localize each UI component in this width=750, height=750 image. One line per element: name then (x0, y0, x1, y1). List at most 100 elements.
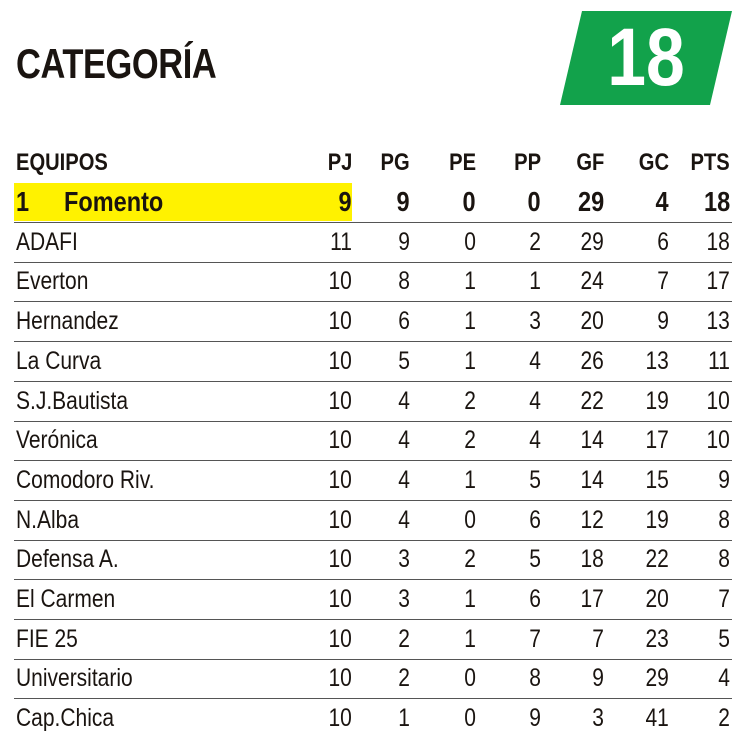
row-divider (14, 261, 732, 263)
cell-gf: 26 (534, 341, 604, 381)
cell-gf: 17 (534, 579, 604, 619)
cell-gc: 22 (599, 539, 669, 579)
cell-gf: 14 (534, 460, 604, 500)
cell-pp-text: 5 (529, 545, 541, 574)
cell-gc: 4 (599, 182, 669, 222)
header-equipos: EQUIPOS (16, 143, 125, 183)
cell-gc: 20 (599, 579, 669, 619)
cell-pts: 4 (660, 658, 730, 698)
team-position: 1 (16, 182, 32, 222)
header-equipos-text: EQUIPOS (16, 149, 108, 176)
cell-pg: 2 (340, 619, 410, 659)
cell-pts-text: 10 (706, 386, 730, 415)
cell-pg: 2 (340, 658, 410, 698)
cell-pe-text: 2 (464, 386, 476, 415)
cell-pj: 10 (282, 619, 352, 659)
cell-pj-text: 9 (338, 186, 352, 217)
table-row: La Curva 10 5 1 4 26 13 11 (14, 341, 732, 381)
cell-pe: 0 (406, 658, 476, 698)
row-divider (14, 301, 732, 303)
cell-pj-text: 10 (328, 505, 352, 534)
cell-pg-text: 6 (398, 307, 410, 336)
header-pe-text: PE (449, 149, 476, 176)
header-pj: PJ (282, 143, 352, 183)
cell-pp-text: 2 (529, 227, 541, 256)
cell-pj: 10 (282, 579, 352, 619)
cell-pp: 1 (471, 261, 541, 301)
cell-gc-text: 29 (645, 664, 669, 693)
cell-gf-text: 29 (577, 186, 604, 217)
cell-gf-text: 7 (592, 624, 604, 653)
cell-pe-text: 1 (464, 267, 476, 296)
cell-gc-text: 23 (645, 624, 669, 653)
cell-pe: 0 (406, 222, 476, 262)
cell-pts-text: 18 (703, 186, 730, 217)
cell-pts: 10 (660, 381, 730, 421)
cell-pg-text: 9 (396, 186, 410, 217)
cell-pj-text: 10 (328, 386, 352, 415)
leader-highlight (14, 183, 352, 221)
cell-pp-text: 4 (529, 386, 541, 415)
team-name: S.J.Bautista (16, 381, 149, 421)
cell-gc-text: 19 (645, 505, 669, 534)
table-row: El Carmen 10 3 1 6 17 20 7 (14, 579, 732, 619)
cell-pp: 4 (471, 341, 541, 381)
cell-pts: 8 (660, 500, 730, 540)
cell-gf: 9 (534, 658, 604, 698)
table-row: Cap.Chica 10 1 0 9 3 41 2 (14, 698, 732, 738)
team-name-text: FIE 25 (16, 624, 78, 653)
cell-gf: 3 (534, 698, 604, 738)
cell-pts: 9 (660, 460, 730, 500)
row-divider (14, 222, 732, 223)
cell-gf: 29 (534, 222, 604, 262)
table-row: 1 Fomento 9 9 0 0 29 4 18 (14, 182, 732, 222)
header-gf: GF (534, 143, 604, 183)
cell-pg: 4 (340, 420, 410, 460)
cell-pj: 10 (282, 261, 352, 301)
cell-gf: 24 (534, 261, 604, 301)
cell-pts: 11 (660, 341, 730, 381)
cell-pe-text: 0 (462, 186, 476, 217)
cell-pe: 2 (406, 420, 476, 460)
team-name: Hernandez (16, 301, 138, 341)
cell-pe: 1 (406, 579, 476, 619)
cell-pj: 10 (282, 539, 352, 579)
team-name: Everton (16, 261, 102, 301)
cell-gf-text: 14 (580, 465, 604, 494)
cell-gc: 13 (599, 341, 669, 381)
cell-pts: 8 (660, 539, 730, 579)
team-name: Comodoro Riv. (16, 460, 181, 500)
cell-pp-text: 6 (529, 585, 541, 613)
cell-pg-text: 5 (398, 346, 410, 375)
cell-pe-text: 1 (464, 624, 476, 653)
cell-pj: 10 (282, 341, 352, 381)
badge-background (560, 11, 732, 105)
cell-gc: 9 (599, 301, 669, 341)
cell-gf-text: 22 (580, 386, 604, 415)
cell-gf: 12 (534, 500, 604, 540)
team-name-text: S.J.Bautista (16, 386, 129, 415)
team-name-text: El Carmen (16, 585, 116, 613)
cell-pp-text: 9 (529, 704, 541, 733)
team-name-text: ADAFI (16, 227, 78, 256)
team-name: Defensa A. (16, 539, 138, 579)
team-name-text: N.Alba (16, 505, 80, 534)
cell-pg: 4 (340, 381, 410, 421)
header-pp-text: PP (514, 149, 541, 176)
team-name-text: Verónica (16, 426, 98, 455)
row-divider (14, 539, 732, 541)
cell-pg: 8 (340, 261, 410, 301)
cell-pj: 10 (282, 301, 352, 341)
cell-pp-text: 4 (529, 346, 541, 375)
category-number: 18 (607, 12, 685, 103)
team-name-text: Everton (16, 267, 89, 296)
cell-pg-text: 3 (398, 545, 410, 574)
header-pj-text: PJ (327, 149, 352, 176)
team-name-text: Hernandez (16, 307, 119, 336)
cell-pp: 5 (471, 539, 541, 579)
cell-pg-text: 2 (398, 664, 410, 693)
cell-pe-text: 1 (464, 307, 476, 336)
cell-pe: 2 (406, 539, 476, 579)
cell-gc-text: 7 (657, 267, 669, 296)
header-pp: PP (471, 143, 541, 183)
